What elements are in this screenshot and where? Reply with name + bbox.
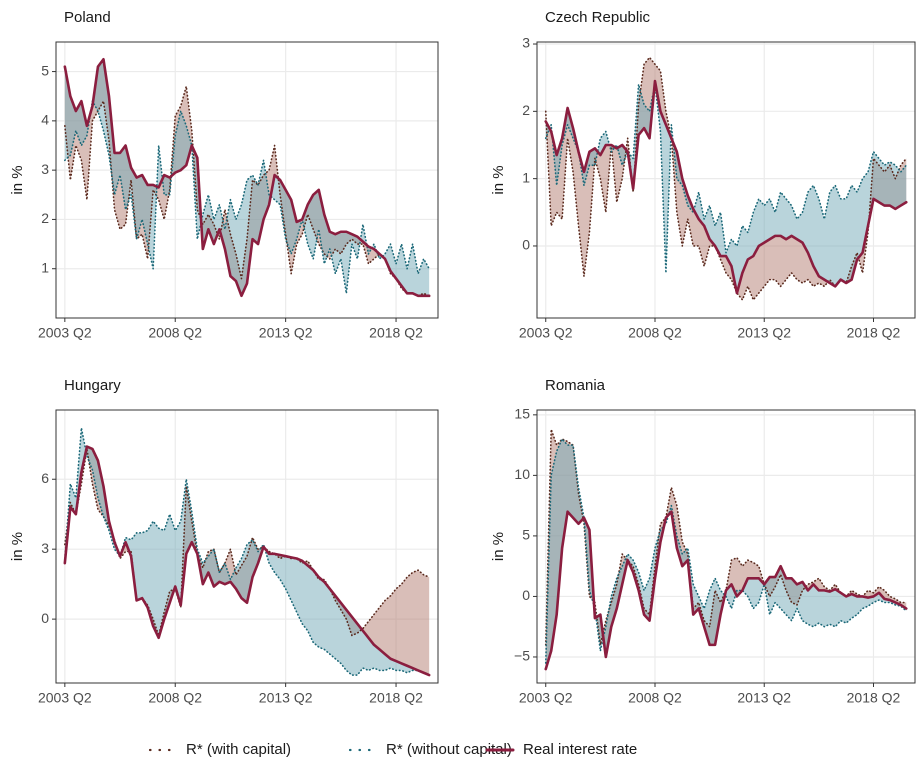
dotted-line	[64, 100, 430, 295]
x-tick-label: 2003 Q2	[519, 325, 573, 341]
y-tick-label: 5	[41, 62, 49, 78]
line	[544, 510, 908, 671]
y-tick-label: 3	[522, 35, 530, 51]
legend-label: R* (with capital)	[186, 741, 291, 758]
panel-title: Poland	[64, 9, 111, 26]
panel-title: Czech Republic	[545, 9, 651, 26]
dotted-line	[544, 83, 908, 274]
x-tick-label: 2013 Q2	[737, 325, 791, 341]
x-tick-label: 2003 Q2	[38, 325, 92, 341]
x-tick-label: 2013 Q2	[259, 325, 313, 341]
ribbon	[64, 59, 430, 296]
x-tick-label: 2008 Q2	[628, 690, 682, 706]
y-tick-label: 1	[522, 169, 530, 185]
y-tick-label: 10	[514, 466, 530, 482]
y-tick-label: 15	[514, 406, 530, 422]
x-tick-label: 2018 Q2	[369, 325, 423, 341]
line	[544, 79, 908, 295]
panel-border	[536, 41, 916, 319]
y-tick-label: 0	[522, 587, 530, 603]
x-tick-label: 2018 Q2	[847, 690, 901, 706]
y-tick-label: 4	[41, 112, 49, 128]
y-tick-label: 0	[41, 610, 49, 626]
legend-label: R* (without capital)	[386, 741, 512, 758]
x-tick-label: 2018 Q2	[847, 325, 901, 341]
y-tick-label: 3	[41, 161, 49, 177]
ribbon	[64, 427, 430, 676]
x-tick-label: 2003 Q2	[519, 690, 573, 706]
x-tick-label: 2013 Q2	[259, 690, 313, 706]
panel-border	[536, 409, 916, 684]
line	[63, 57, 431, 298]
y-tick-label: 0	[522, 237, 530, 253]
x-tick-label: 2008 Q2	[148, 325, 202, 341]
x-tick-label: 2008 Q2	[628, 325, 682, 341]
y-tick-label: −5	[514, 648, 530, 664]
y-tick-label: 5	[522, 527, 530, 543]
y-axis-label: in %	[490, 165, 507, 194]
panel-title: Romania	[545, 377, 606, 394]
x-tick-label: 2003 Q2	[38, 690, 92, 706]
x-tick-label: 2013 Q2	[737, 690, 791, 706]
x-tick-label: 2008 Q2	[148, 690, 202, 706]
dotted-line	[64, 448, 430, 637]
dotted-line	[544, 438, 908, 664]
ribbon	[545, 57, 907, 300]
panel-title: Hungary	[64, 377, 121, 394]
y-tick-label: 3	[41, 540, 49, 556]
y-tick-label: 6	[41, 470, 49, 486]
y-tick-label: 2	[41, 210, 49, 226]
ribbon	[545, 81, 907, 294]
legend-label: Real interest rate	[523, 741, 637, 758]
y-axis-label: in %	[490, 532, 507, 561]
x-tick-label: 2018 Q2	[369, 690, 423, 706]
panel-border	[55, 41, 439, 319]
dotted-line	[64, 427, 430, 676]
line	[63, 445, 431, 677]
dotted-line	[544, 56, 908, 301]
y-axis-label: in %	[9, 165, 26, 194]
panel-border	[55, 409, 439, 684]
ribbon	[545, 439, 907, 670]
y-tick-label: 2	[522, 102, 530, 118]
y-axis-label: in %	[9, 532, 26, 561]
y-tick-label: 1	[41, 259, 49, 275]
dotted-line	[64, 85, 430, 297]
